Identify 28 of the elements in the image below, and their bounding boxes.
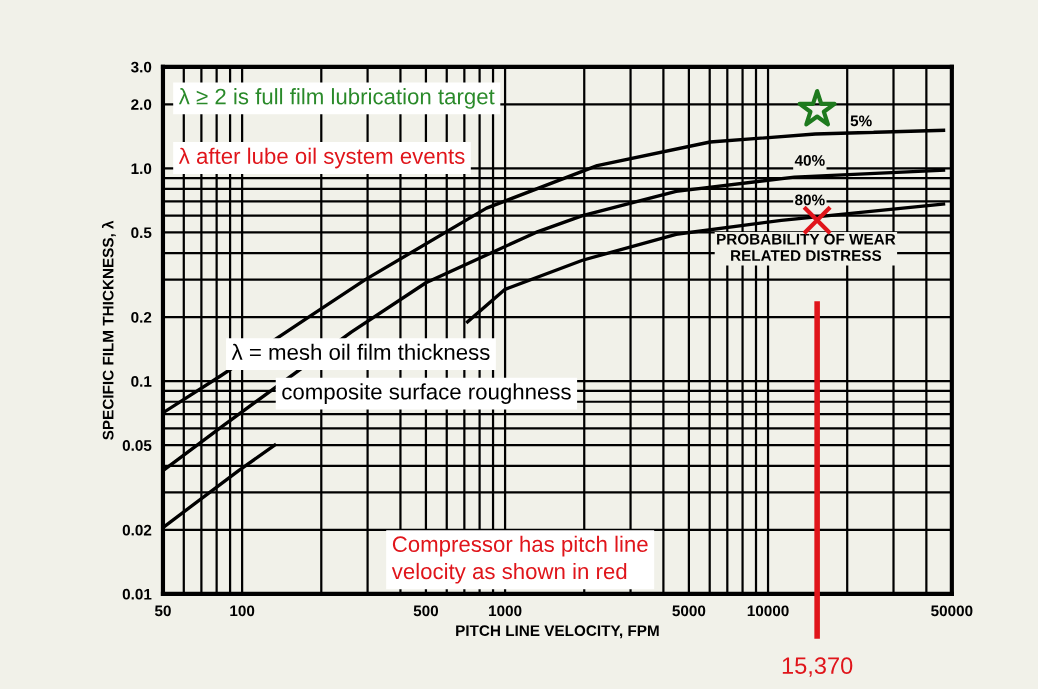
annotation: 5% xyxy=(850,115,872,127)
y-tick-label: 2.0 xyxy=(131,99,152,110)
x-tick-label: 50 xyxy=(154,605,171,617)
y-tick-label: 0.1 xyxy=(131,376,152,387)
y-tick-label: 3.0 xyxy=(130,61,152,73)
y-tick-label: 0.05 xyxy=(122,440,152,451)
x-tick-label: 50000 xyxy=(931,605,973,617)
annotation: λ = mesh oil film thickness xyxy=(231,343,490,361)
x-tick-label: 10000 xyxy=(747,605,789,617)
annotation: λ ≥ 2 is full film lubrication target xyxy=(178,88,495,109)
y-tick-label: 0.02 xyxy=(122,524,152,536)
annotation: composite surface roughness xyxy=(282,383,571,404)
x-tick-label: 500 xyxy=(413,605,439,617)
ref-line-label: 15,370 xyxy=(782,657,853,677)
y-tick-label: 0.01 xyxy=(122,588,152,600)
x-tick-label: 1000 xyxy=(489,605,522,617)
y-axis-title: SPECIFIC FILM THICKNESS, λ xyxy=(101,220,116,440)
annotation: 80% xyxy=(795,194,825,206)
annotation: λ after lube oil system events xyxy=(178,147,465,169)
y-tick-label: 1.0 xyxy=(131,163,152,175)
y-tick-label: 0.5 xyxy=(131,227,152,239)
y-tick-label: 0.2 xyxy=(131,311,152,323)
x-tick-label: 5000 xyxy=(672,605,706,617)
x-axis-title: PITCH LINE VELOCITY, FPM xyxy=(456,625,659,639)
annotation: 40% xyxy=(794,154,825,166)
annotation: Compressor has pitch line velocity as shown in red xyxy=(391,535,648,584)
x-tick-label: 100 xyxy=(230,605,255,617)
annotation: PROBABILITY OF WEAR RELATED DISTRESS xyxy=(717,233,896,262)
